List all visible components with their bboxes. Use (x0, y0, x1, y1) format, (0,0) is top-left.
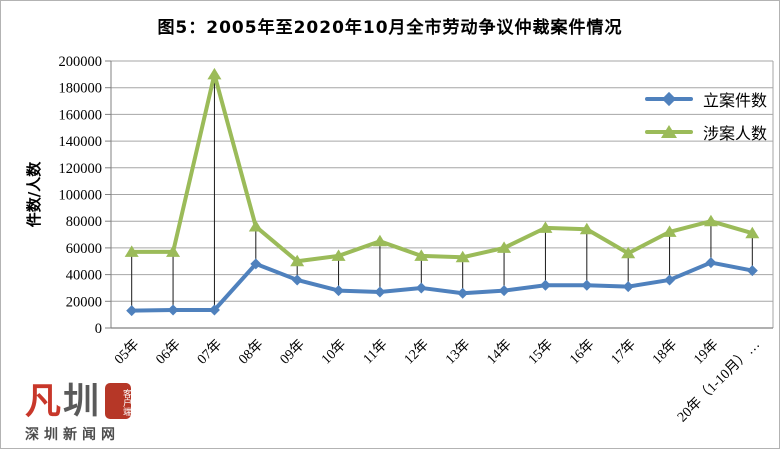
people-involved-marker (331, 249, 346, 261)
people-involved-marker (248, 220, 263, 232)
people-involved-marker (372, 234, 387, 247)
chart-title: 图5：2005年至2020年10月全市劳动争议仲裁案件情况 (157, 18, 623, 38)
filed-cases-marker (126, 305, 138, 317)
y-tick-label: 0 (95, 321, 102, 337)
site-name: 深圳新闻网 (25, 427, 120, 443)
filed-cases-marker (333, 285, 345, 297)
y-tick-label: 20000 (66, 294, 102, 310)
y-tick-label: 80000 (66, 214, 102, 230)
people-involved-line-sample (643, 123, 695, 141)
y-tick-label: 60000 (66, 241, 102, 257)
filed-cases-marker (498, 285, 510, 297)
people-involved-marker (414, 249, 429, 261)
legend-label-people-involved: 涉案人数 (703, 124, 768, 143)
x-tick-label: 12年 (401, 337, 432, 368)
y-tick-label: 180000 (59, 81, 103, 97)
filed-cases-marker (208, 304, 220, 316)
y-tick-label: 40000 (66, 268, 102, 284)
people-involved-marker (662, 225, 677, 237)
legend-item-people-involved: 涉案人数 (643, 120, 767, 144)
people-involved-marker (455, 250, 470, 263)
y-gridlines (105, 60, 773, 329)
x-tick-label: 13年 (442, 337, 473, 368)
people-involved-marker (538, 221, 553, 233)
filed-cases-marker (250, 258, 262, 270)
filed-cases-marker (457, 287, 469, 299)
diamond-marker-icon (661, 91, 677, 107)
x-tick-label: 18年 (649, 337, 680, 368)
series-people-involved (124, 67, 760, 267)
x-tick-label: 17年 (608, 337, 639, 368)
x-tick-label: 14年 (484, 337, 515, 368)
filed-cases-marker (622, 281, 634, 293)
y-axis-title: 件数/人数 (25, 161, 43, 227)
filed-cases-line (129, 260, 755, 313)
y-tick-label: 200000 (59, 54, 103, 70)
filed-cases-marker (746, 265, 758, 277)
x-tick-label: 05年 (111, 337, 142, 368)
x-axis-labels: 05年 06年 07年 08年 09年 10年 11年 12年 13年 14年 15年 16年 17年 1… (111, 337, 763, 426)
y-tick-label: 100000 (59, 188, 103, 204)
filed-cases-marker (664, 274, 676, 286)
filed-cases-line-sample (643, 90, 695, 108)
y-axis-labels: 0 20000 40000 60000 80000 100000 120000 140000 1… (59, 54, 103, 337)
logo-char: 圳 (63, 381, 100, 422)
people-involved-marker (207, 67, 222, 80)
plot-border (110, 61, 774, 329)
people-involved-marker (497, 241, 512, 253)
client-badge: 客户端 (105, 383, 132, 419)
people-involved-marker (166, 245, 181, 257)
people-involved-marker (621, 246, 636, 259)
shenzhen-news-logo: 凡 圳 客户端 深圳新闻网 (25, 381, 132, 444)
triangle-marker-icon (661, 125, 677, 138)
legend-label-filed-cases: 立案件数 (703, 91, 768, 110)
y-tick-label: 160000 (59, 107, 103, 123)
people-involved-marker (124, 245, 139, 257)
logo-mark: 凡 圳 客户端 (25, 381, 132, 422)
filed-cases-marker (291, 274, 303, 286)
y-tick-label: 140000 (59, 134, 103, 150)
legend: 立案件数 涉案人数 (643, 87, 767, 144)
x-tick-label: 08年 (236, 337, 267, 368)
filed-cases-marker (705, 257, 717, 269)
people-involved-line (129, 72, 755, 264)
x-tick-label: 06年 (153, 337, 184, 368)
filed-cases-marker (539, 279, 551, 291)
people-involved-marker (579, 222, 594, 235)
x-tick-label: 19年 (691, 337, 722, 368)
people-involved-marker (290, 254, 305, 267)
filed-cases-marker (581, 279, 593, 291)
legend-item-filed-cases: 立案件数 (643, 87, 767, 111)
x-tick-label: 09年 (277, 337, 308, 368)
x-tick-label: 10年 (318, 337, 349, 368)
people-involved-marker (703, 214, 718, 227)
y-tick-label: 120000 (59, 161, 103, 177)
people-involved-marker (745, 226, 760, 239)
x-tick-label: 16年 (567, 337, 598, 368)
logo-glyph: 凡 (25, 381, 62, 422)
x-tick-label: 11年 (360, 337, 391, 368)
x-tick-label: 07年 (194, 337, 225, 368)
filed-cases-marker (415, 282, 427, 294)
series-filed-cases (126, 257, 758, 317)
drop-lines (131, 74, 753, 311)
filed-cases-marker (374, 286, 386, 298)
filed-cases-marker (167, 304, 179, 316)
x-tick-label: 15年 (525, 337, 556, 368)
